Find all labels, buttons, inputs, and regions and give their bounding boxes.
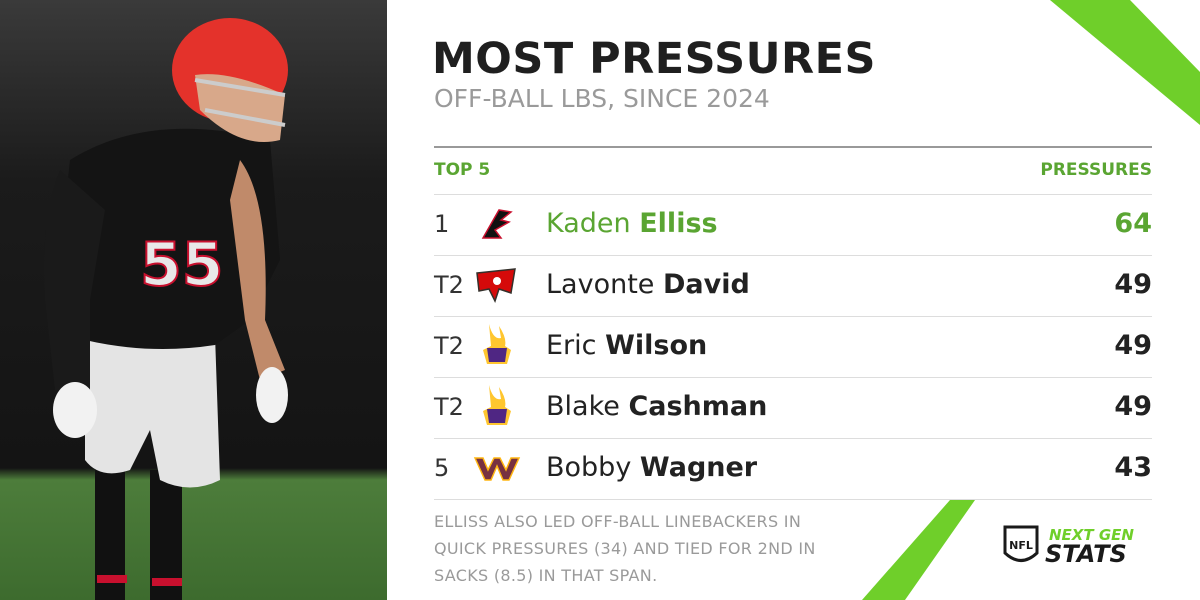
pressures: 49 xyxy=(1114,330,1152,361)
player: 55 xyxy=(44,18,288,600)
nfl-shield-text: NFL xyxy=(1009,539,1033,552)
first-name: Lavonte xyxy=(546,269,655,300)
player-name: Bobby Wagner xyxy=(546,452,757,483)
last-name: Wagner xyxy=(639,452,758,483)
rank: T2 xyxy=(434,332,464,360)
last-name: Elliss xyxy=(639,208,718,239)
pressures: 64 xyxy=(1114,208,1152,239)
team-logo xyxy=(476,268,516,303)
first-name: Kaden xyxy=(546,208,631,239)
accent-stripe xyxy=(862,500,975,600)
row-separator xyxy=(434,316,1152,317)
team-logo xyxy=(483,385,511,425)
last-name: David xyxy=(663,269,750,300)
footnote-line: ELLISS ALSO LED OFF-BALL LINEBACKERS IN xyxy=(434,512,802,531)
last-name: Wilson xyxy=(605,330,708,361)
team-logo xyxy=(481,209,513,239)
team-logo xyxy=(483,324,511,364)
pressures: 43 xyxy=(1114,452,1152,483)
first-name: Eric xyxy=(546,330,597,361)
pressures: 49 xyxy=(1114,391,1152,422)
rank: 5 xyxy=(434,454,450,482)
column-header: TOP 5 xyxy=(434,160,491,180)
title: MOST PRESSURES xyxy=(432,34,876,84)
player-name: Blake Cashman xyxy=(546,391,767,422)
team-logo xyxy=(473,457,521,481)
footnote-line: SACKS (8.5) IN THAT SPAN. xyxy=(434,566,658,585)
rank: 1 xyxy=(434,210,450,238)
logo-line1: NEXT GEN xyxy=(1049,526,1134,544)
subtitle: OFF-BALL LBS, SINCE 2024 xyxy=(434,84,770,113)
row-separator xyxy=(434,255,1152,256)
last-name: Cashman xyxy=(628,391,768,422)
accent-stripe xyxy=(1050,0,1200,125)
player-name: Kaden Elliss xyxy=(546,208,718,239)
footnote-line: QUICK PRESSURES (34) AND TIED FOR 2ND IN xyxy=(434,539,816,558)
player-name: Eric Wilson xyxy=(546,330,707,361)
player-name: Lavonte David xyxy=(546,269,750,300)
logo-line2: STATS xyxy=(1045,540,1127,568)
svg-text:55: 55 xyxy=(140,230,224,300)
nfl-shield xyxy=(1003,525,1039,562)
column-header: PRESSURES xyxy=(1040,160,1152,180)
row-separator xyxy=(434,438,1152,439)
pressures: 49 xyxy=(1114,269,1152,300)
row-separator xyxy=(434,194,1152,195)
rank: T2 xyxy=(434,271,464,299)
first-name: Blake xyxy=(546,391,620,422)
row-separator xyxy=(434,499,1152,500)
row-separator xyxy=(434,377,1152,378)
first-name: Bobby xyxy=(546,452,632,483)
rank: T2 xyxy=(434,393,464,421)
